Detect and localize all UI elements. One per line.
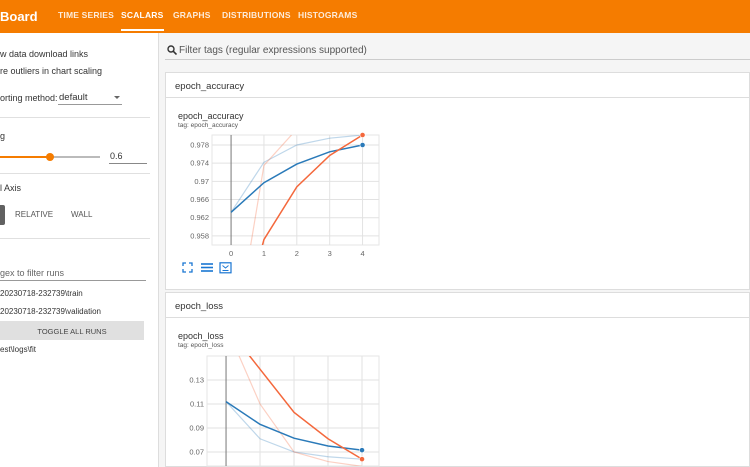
group-title: epoch_loss [175,301,224,312]
raw-line [250,135,293,245]
y-tick-label: 0.97 [194,177,209,186]
plot: 0.07 0.09 0.11 0.13 [189,355,380,467]
fit-icon[interactable] [219,262,232,274]
x-tick-label: 1 [262,249,266,258]
dropdown-arrow [114,96,120,99]
run-filter-placeholder: gex to filter runs [0,268,65,278]
smoothed-line [225,400,363,451]
option[interactable]: re outliers in chart scaling [0,66,103,76]
brand: Board [0,9,38,24]
tab[interactable]: HISTOGRAMS [298,10,358,20]
end-dot [359,456,365,463]
tag-filter-placeholder: Filter tags (regular expressions support… [179,45,367,56]
chart-title: epoch_loss [178,331,224,341]
sorting-label: orting method: [0,93,58,103]
separator [0,238,150,239]
group-body [165,318,750,467]
data-icon[interactable] [201,263,213,272]
tab[interactable]: GRAPHS [173,10,211,20]
separator [0,117,150,118]
toggle-label: TOGGLE ALL RUNS [37,327,107,336]
y-tick-label: 0.07 [189,447,204,456]
tab[interactable]: TIME SERIES [58,10,115,20]
x-tick-label: 4 [360,249,364,258]
option[interactable]: w data download links [0,49,89,59]
axis-button[interactable]: RELATIVE [15,210,54,219]
lines [230,135,363,245]
smoothed-line [248,356,363,460]
tag-filter[interactable]: Filter tags (regular expressions support… [165,42,750,60]
group-body [165,98,750,290]
end-dot [359,132,366,138]
separator [0,173,150,174]
y-tick-label: 0.958 [190,231,209,240]
chart-title: epoch_accuracy [178,111,244,121]
axis-button-selected[interactable] [0,205,5,225]
raw-line [225,401,363,460]
tab[interactable]: SCALARS [121,10,164,31]
chart-toolbar [182,262,232,274]
group-title: epoch_accuracy [175,81,245,92]
slider-fill [0,156,50,158]
y-tick-label: 0.962 [190,213,209,222]
header: Board TIME SERIES SCALARS GRAPHS DISTRIB… [0,0,750,33]
lines [225,356,363,466]
y-tick-label: 0.966 [190,195,209,204]
x-tick-label: 3 [328,249,332,258]
group-header[interactable]: epoch_accuracy [165,72,750,98]
run[interactable]: 20230718-232739\train [0,289,83,298]
raw-line [238,356,363,466]
toggle-button[interactable]: TOGGLE ALL RUNS [0,321,144,340]
sidebar: w data download links re outliers in cha… [0,33,159,467]
x-tick-label: 2 [295,249,299,258]
axis-label: l Axis [0,183,22,193]
smoothed-line [261,135,363,245]
y-tick-label: 0.974 [190,159,209,168]
sorting-dropdown[interactable]: default [58,89,122,105]
smoothed-line [230,144,363,213]
tab[interactable]: DISTRIBUTIONS [222,10,291,20]
slider-knob[interactable] [46,153,54,161]
y-tick-label: 0.09 [189,423,204,432]
sorting-value: default [59,92,88,103]
x-tick-label: 0 [229,249,233,258]
chart-tag: tag: epoch_loss [178,342,224,349]
chart-tag: tag: epoch_accuracy [178,122,238,129]
fullscreen-icon[interactable] [182,262,193,273]
axis-button[interactable]: WALL [71,210,93,219]
logdir: est\logs\fit [0,345,37,354]
smoothing-value: 0.6 [110,151,123,161]
group-header[interactable]: epoch_loss [165,292,750,318]
plot: 0.958 0.962 0.966 0.97 0.974 0.978 0 1 2 3 4 [190,132,380,258]
raw-line [230,135,363,213]
end-dot [359,447,365,454]
y-tick-label: 0.13 [189,375,204,384]
plot-frame [206,355,380,467]
run-filter[interactable]: gex to filter runs [0,265,146,281]
y-tick-label: 0.978 [190,141,209,150]
search-icon [167,45,177,55]
smoothing-label: g [0,131,6,141]
run[interactable]: 20230718-232739\validation [0,307,101,316]
smoothing-input[interactable]: 0.6 [109,148,147,164]
end-dot [359,142,366,148]
y-tick-label: 0.11 [190,399,204,408]
plot-frame [211,134,380,246]
